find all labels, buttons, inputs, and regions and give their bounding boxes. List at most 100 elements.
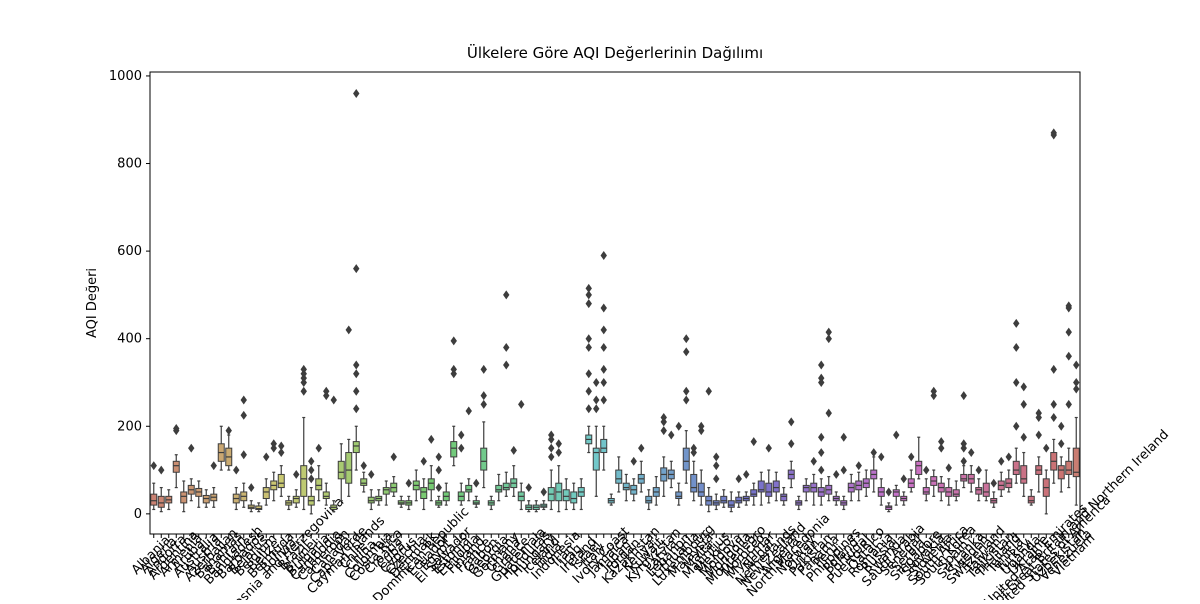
box	[450, 441, 458, 458]
outlier	[480, 391, 487, 401]
outlier	[660, 426, 667, 436]
outlier	[735, 474, 742, 484]
outlier	[353, 88, 360, 98]
outlier	[1020, 399, 1027, 409]
outlier	[1043, 443, 1050, 453]
outlier	[690, 443, 697, 453]
outlier	[1013, 378, 1020, 387]
box	[157, 495, 165, 508]
outlier	[878, 452, 885, 462]
outlier	[870, 448, 877, 458]
outlier	[600, 251, 607, 260]
outlier	[540, 487, 547, 497]
outlier	[1050, 413, 1057, 422]
outlier	[503, 342, 510, 352]
outlier	[450, 364, 457, 374]
outlier	[840, 465, 847, 475]
box	[960, 473, 968, 482]
outlier	[458, 430, 465, 440]
outlier	[630, 456, 637, 466]
box	[337, 460, 345, 480]
outlier	[600, 342, 607, 352]
outlier	[683, 395, 690, 405]
outlier	[893, 430, 900, 440]
y-tick-label: 800	[117, 157, 142, 172]
outlier	[248, 483, 255, 493]
outlier	[998, 456, 1005, 466]
box	[802, 484, 810, 493]
outlier	[263, 452, 270, 462]
outlier	[473, 478, 480, 488]
box	[315, 478, 323, 491]
outlier	[825, 327, 832, 337]
outlier	[683, 347, 690, 357]
outlier	[713, 461, 720, 471]
outlier	[465, 406, 472, 416]
outlier	[683, 386, 690, 396]
box	[720, 495, 728, 504]
outlier	[825, 408, 832, 418]
outlier	[825, 334, 832, 344]
outlier	[990, 478, 997, 488]
outlier	[713, 452, 720, 462]
outlier	[240, 410, 247, 420]
outlier	[788, 439, 795, 449]
box	[262, 487, 270, 500]
outlier	[450, 336, 457, 346]
outlier	[240, 395, 247, 405]
box	[765, 482, 773, 497]
outlier	[960, 439, 967, 449]
outlier	[938, 443, 945, 453]
outlier	[705, 386, 712, 396]
outlier	[698, 421, 705, 431]
box	[382, 487, 390, 495]
outlier	[600, 378, 607, 387]
box	[922, 487, 930, 495]
outlier	[668, 430, 675, 440]
outlier	[743, 469, 750, 479]
outlier	[503, 290, 510, 300]
outlier	[765, 443, 772, 453]
box	[982, 482, 990, 497]
outlier	[548, 452, 555, 462]
outlier	[1065, 351, 1072, 361]
box	[352, 441, 360, 454]
outlier	[390, 452, 397, 462]
outlier	[330, 395, 337, 405]
box	[727, 500, 735, 508]
box	[675, 491, 683, 500]
outlier	[900, 474, 907, 484]
box	[682, 447, 690, 471]
outlier	[428, 434, 435, 444]
outlier	[1058, 439, 1065, 449]
outlier	[1058, 421, 1065, 431]
outlier	[593, 378, 600, 387]
outlier	[600, 325, 607, 335]
outlier	[510, 445, 517, 455]
chart-title: Ülkelere Göre AQI Değerlerinin Dağılımı	[467, 43, 763, 62]
outlier	[585, 334, 592, 344]
box	[622, 482, 630, 491]
outlier	[1073, 384, 1080, 394]
outlier	[278, 441, 285, 451]
outlier	[480, 364, 487, 374]
outlier	[810, 456, 817, 466]
outlier	[593, 404, 600, 414]
outlier	[458, 443, 465, 453]
box	[360, 478, 368, 486]
outlier	[173, 423, 180, 433]
outlier	[660, 413, 667, 422]
plot-frame	[149, 71, 1081, 535]
outlier	[353, 369, 360, 379]
box	[202, 494, 210, 504]
box	[757, 480, 765, 493]
box	[690, 473, 698, 493]
box	[150, 493, 158, 506]
y-tick-label: 0	[134, 507, 142, 522]
outlier	[1050, 399, 1057, 409]
outlier	[1073, 360, 1080, 370]
outlier	[518, 399, 525, 409]
box	[1072, 447, 1080, 478]
box	[420, 487, 428, 500]
box	[750, 489, 758, 497]
